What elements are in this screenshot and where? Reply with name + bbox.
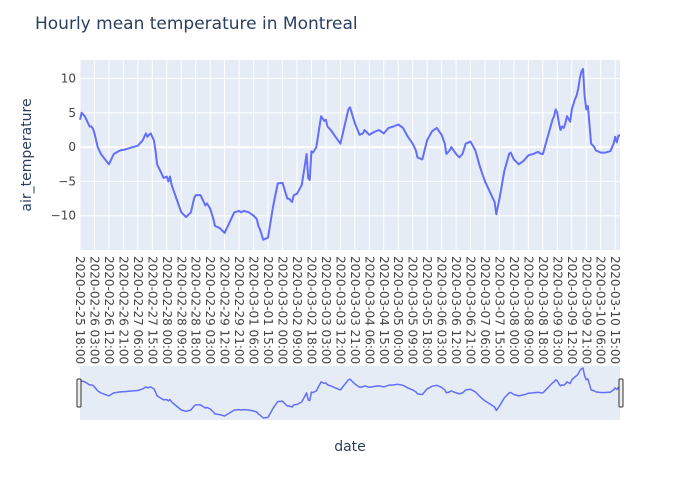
x-tick-label: 2020-03-06 03:00 <box>435 256 449 364</box>
x-tick-label: 2020-03-06 12:00 <box>449 256 463 364</box>
x-tick-label: 2020-03-05 09:00 <box>406 256 420 364</box>
x-tick-label: 2020-03-08 09:00 <box>521 256 535 364</box>
x-tick-label: 2020-03-09 03:00 <box>550 256 564 364</box>
x-tick-label: 2020-03-07 15:00 <box>492 256 506 364</box>
plot-area <box>80 60 620 250</box>
y-tick-label: 10 <box>61 72 76 86</box>
x-tick-label: 2020-03-03 12:00 <box>333 256 347 364</box>
x-tick-label: 2020-03-09 12:00 <box>565 256 579 364</box>
x-tick-label: 2020-02-26 21:00 <box>116 256 130 364</box>
chart-title: Hourly mean temperature in Montreal <box>35 14 358 34</box>
y-axis-label: air_temperature <box>19 98 35 211</box>
x-tick-label: 2020-02-29 21:00 <box>232 256 246 364</box>
x-tick-label: 2020-03-10 06:00 <box>594 256 608 364</box>
x-tick-label: 2020-02-28 09:00 <box>174 256 188 364</box>
x-tick-label: 2020-03-06 21:00 <box>464 256 478 364</box>
x-tick-label: 2020-03-08 00:00 <box>507 256 521 364</box>
x-tick-label: 2020-02-29 03:00 <box>203 256 217 364</box>
x-tick-label: 2020-03-10 15:00 <box>608 256 622 364</box>
x-tick-label: 2020-02-27 15:00 <box>145 256 159 364</box>
x-tick-label: 2020-03-05 18:00 <box>420 256 434 364</box>
x-tick-label: 2020-03-01 15:00 <box>261 256 275 364</box>
x-tick-label: 2020-03-08 18:00 <box>536 256 550 364</box>
y-axis-tick-labels: −10 −5 0 5 10 <box>51 72 76 223</box>
x-tick-label: 2020-02-28 18:00 <box>189 256 203 364</box>
y-tick-label: 5 <box>68 106 76 120</box>
x-axis-tick-labels: 2020-02-25 18:00 2020-02-26 03:00 2020-02-… <box>73 256 622 364</box>
x-tick-label: 2020-03-09 21:00 <box>579 256 593 364</box>
y-tick-label: −10 <box>51 209 76 223</box>
x-tick-label: 2020-03-03 03:00 <box>319 256 333 364</box>
x-tick-label: 2020-02-26 03:00 <box>87 256 101 364</box>
x-tick-label: 2020-03-02 00:00 <box>276 256 290 364</box>
x-tick-label: 2020-02-28 00:00 <box>160 256 174 364</box>
x-axis-label: date <box>334 439 366 455</box>
temperature-line[interactable] <box>79 67 620 241</box>
x-tick-label: 2020-03-03 21:00 <box>348 256 362 364</box>
x-tick-label: 2020-02-27 06:00 <box>131 256 145 364</box>
y-tick-label: −5 <box>58 174 76 188</box>
x-tick-label: 2020-03-02 18:00 <box>304 256 318 364</box>
x-tick-label: 2020-03-02 09:00 <box>290 256 304 364</box>
range-slider-right-handle[interactable] <box>618 378 624 408</box>
x-tick-label: 2020-03-05 00:00 <box>391 256 405 364</box>
x-gridlines <box>79 60 616 250</box>
range-slider-preview-line <box>79 367 620 419</box>
range-slider-left-handle[interactable] <box>76 378 82 408</box>
x-tick-label: 2020-02-29 12:00 <box>218 256 232 364</box>
x-tick-label: 2020-02-25 18:00 <box>73 256 87 364</box>
x-tick-label: 2020-03-07 06:00 <box>478 256 492 364</box>
y-tick-label: 0 <box>68 140 76 154</box>
x-tick-label: 2020-03-04 15:00 <box>377 256 391 364</box>
range-slider[interactable] <box>76 366 624 420</box>
x-tick-label: 2020-03-04 06:00 <box>362 256 376 364</box>
x-tick-label: 2020-03-01 06:00 <box>247 256 261 364</box>
x-tick-label: 2020-02-26 12:00 <box>102 256 116 364</box>
